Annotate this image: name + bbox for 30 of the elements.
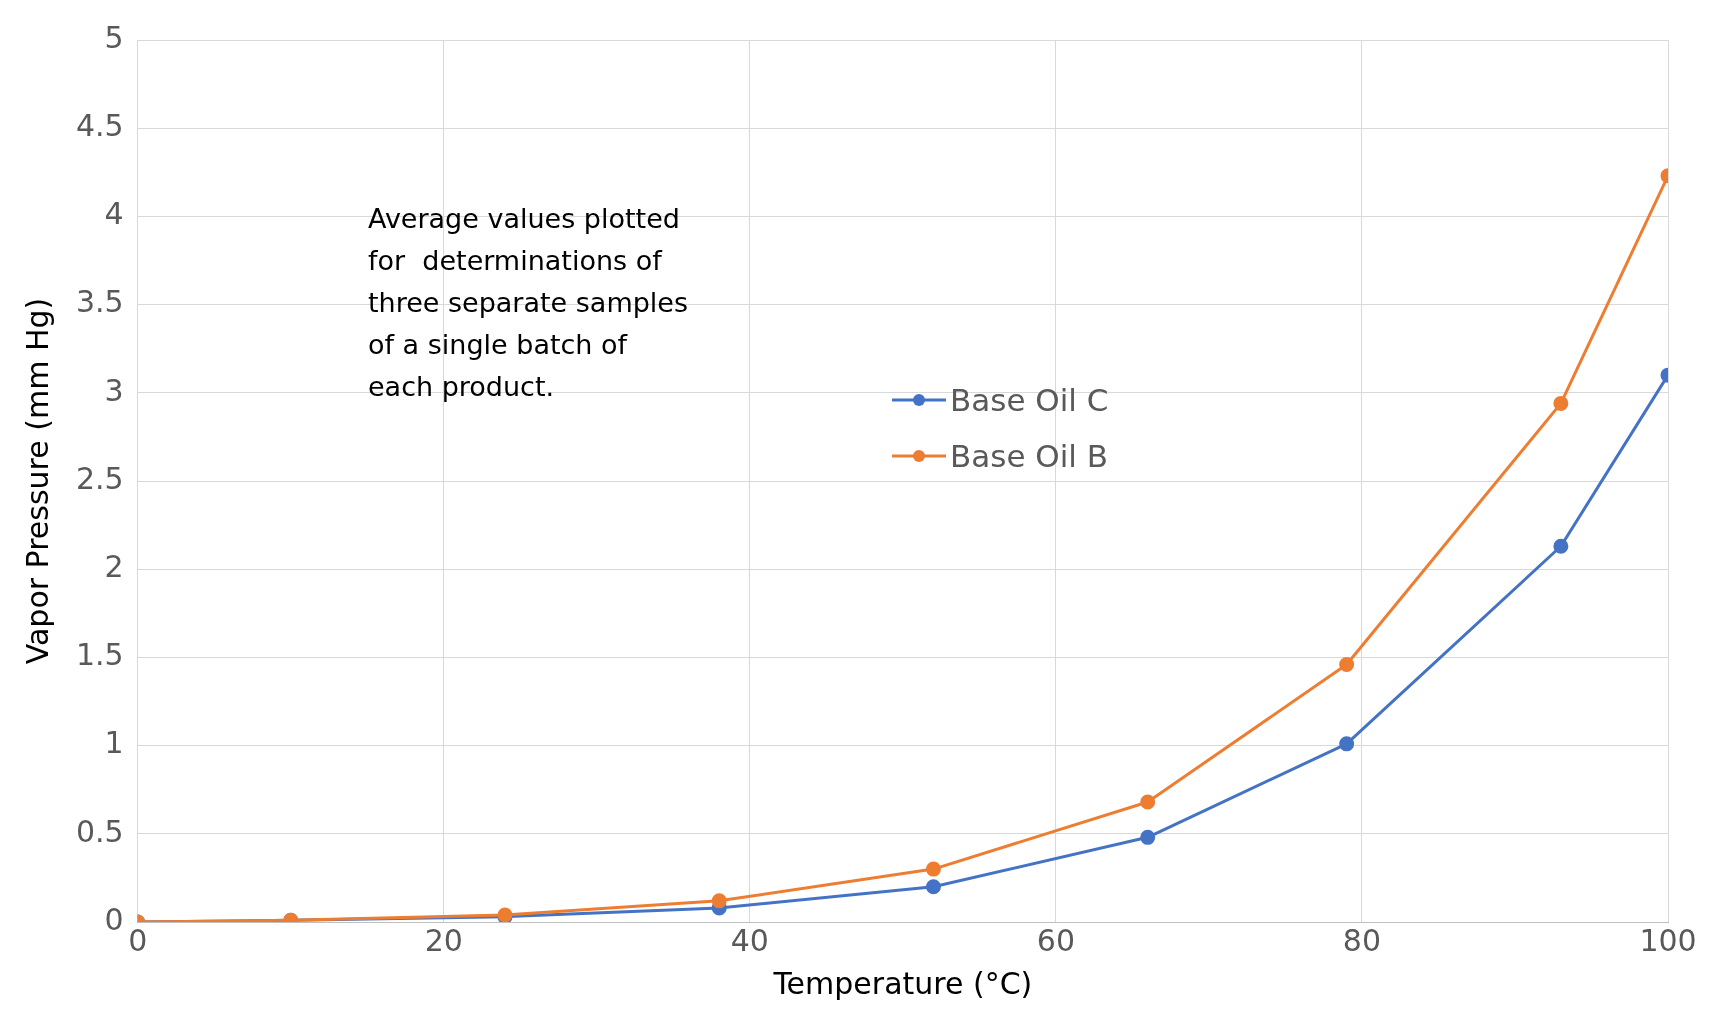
y-tick-label: 1.5 bbox=[75, 637, 124, 673]
point bbox=[1553, 538, 1569, 554]
y-tick-label: 5 bbox=[104, 19, 124, 55]
point bbox=[925, 861, 941, 877]
x-tick-label: 80 bbox=[1342, 922, 1382, 958]
y-tick-label: 4 bbox=[104, 196, 124, 232]
y-tick-label: 3 bbox=[104, 372, 124, 408]
y-tick-label: 0.5 bbox=[75, 813, 124, 849]
point bbox=[1140, 794, 1156, 810]
y-tick-label: 2 bbox=[104, 549, 124, 584]
annotation: Average values plotted for determinations of three separate samples of a single batch of each product. bbox=[368, 202, 689, 404]
legend-label: Base Oil B bbox=[950, 437, 1109, 474]
y-tick-label: 4.5 bbox=[75, 108, 124, 143]
point bbox=[1339, 736, 1355, 752]
x-tick-label: 100 bbox=[1639, 922, 1697, 958]
x-tick-label: 0 bbox=[128, 922, 148, 958]
y-tick-label: 3.5 bbox=[75, 284, 124, 320]
point bbox=[711, 893, 727, 909]
x-tick-label: 60 bbox=[1036, 922, 1075, 958]
y-axis-title: Vapor Pressure (mm Hg) bbox=[19, 297, 55, 665]
point bbox=[1140, 829, 1156, 845]
x-axis-title: Temperature (°C) bbox=[772, 965, 1033, 1001]
legend-label: Base Oil C bbox=[950, 381, 1109, 418]
point bbox=[1339, 656, 1355, 672]
point bbox=[925, 879, 941, 895]
x-tick-label: 20 bbox=[424, 922, 463, 958]
x-tick-label: 40 bbox=[730, 922, 769, 958]
y-tick-label: 1 bbox=[104, 725, 124, 761]
point bbox=[1553, 395, 1569, 411]
y-tick-label: 2.5 bbox=[75, 460, 124, 496]
